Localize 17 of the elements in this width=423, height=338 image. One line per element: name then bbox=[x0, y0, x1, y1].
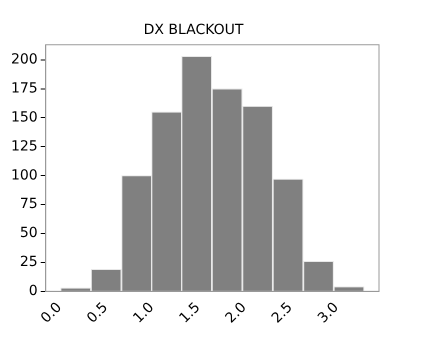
y-tick-label: 200 bbox=[10, 51, 38, 68]
y-tick-label: 150 bbox=[10, 109, 38, 126]
x-tick-label: 2.5 bbox=[268, 299, 296, 326]
x-tick-label: 2.0 bbox=[222, 299, 250, 326]
x-tick-label: 0.0 bbox=[38, 299, 65, 326]
chart-title: DX BLACKOUT bbox=[144, 22, 244, 38]
x-tick-label: 0.5 bbox=[84, 299, 112, 326]
x-tick-label: 3.0 bbox=[314, 299, 342, 326]
y-tick-label: 50 bbox=[20, 225, 38, 242]
y-tick-label: 100 bbox=[10, 167, 38, 184]
y-tick-label: 75 bbox=[20, 196, 38, 212]
x-tick-label: 1.0 bbox=[130, 299, 158, 326]
y-tick-label: 175 bbox=[10, 80, 38, 96]
y-tick-label: 25 bbox=[20, 254, 38, 270]
x-tick-label: 1.5 bbox=[176, 299, 204, 326]
y-tick-label: 0 bbox=[28, 283, 38, 300]
y-tick-label: 125 bbox=[10, 138, 38, 154]
